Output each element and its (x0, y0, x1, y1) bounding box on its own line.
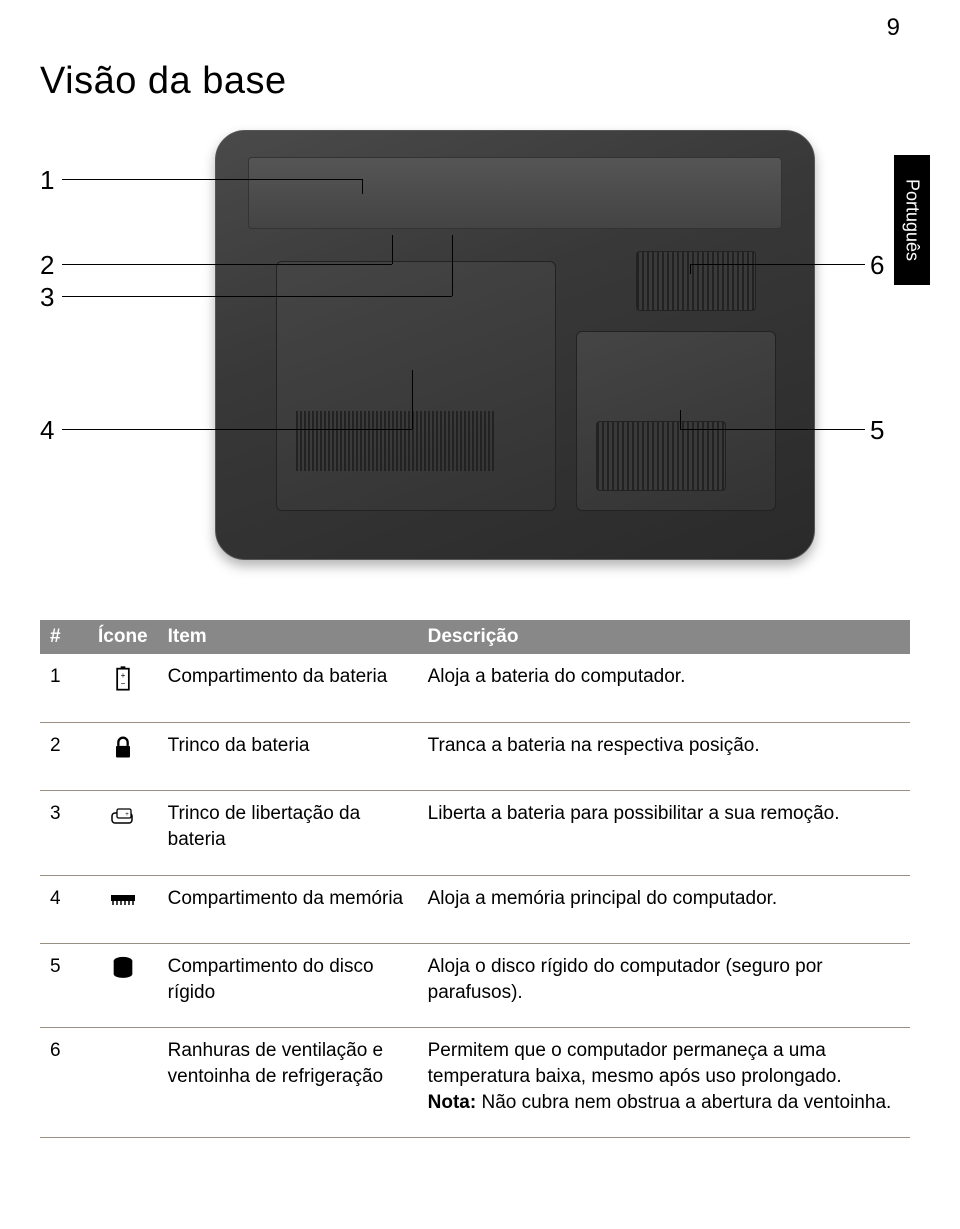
language-tab-label: Português (902, 179, 923, 261)
svg-text:−: − (120, 679, 125, 688)
cell-icon (88, 1028, 158, 1138)
callout-6: 6 (870, 250, 884, 281)
cell-icon (88, 722, 158, 791)
callout-line (62, 264, 392, 265)
cell-desc: Liberta a bateria para possibilitar a su… (418, 791, 910, 875)
note-label: Nota: (428, 1092, 477, 1113)
cell-desc: Aloja a bateria do computador. (418, 654, 910, 722)
callout-line (690, 264, 865, 265)
page-title: Visão da base (40, 60, 287, 103)
battery-icon: + − (109, 664, 137, 692)
cell-desc: Tranca a bateria na respectiva posição. (418, 722, 910, 791)
cell-num: 3 (40, 791, 88, 875)
cell-icon: + − (88, 654, 158, 722)
cell-icon (88, 875, 158, 944)
cell-num: 1 (40, 654, 88, 722)
th-desc: Descrição (418, 620, 910, 654)
th-num: # (40, 620, 88, 654)
vent-top-right (636, 251, 756, 311)
callout-line (62, 179, 362, 180)
callout-5: 5 (870, 415, 884, 446)
cell-desc: Permitem que o computador permaneça a um… (418, 1028, 910, 1138)
cell-num: 6 (40, 1028, 88, 1138)
table-row: 5 Compartimento do disco rígido Aloja o … (40, 944, 910, 1028)
callout-line (392, 235, 393, 264)
cell-num: 4 (40, 875, 88, 944)
callout-2: 2 (40, 250, 54, 281)
cell-item: Trinco de libertação da bateria (158, 791, 418, 875)
callout-line (680, 410, 681, 429)
callout-line (680, 429, 865, 430)
battery-compartment (248, 157, 782, 229)
table-row: 1 + − Compartimento da bateria Aloja a b… (40, 654, 910, 722)
callout-line (690, 264, 691, 274)
cell-item: Compartimento da memória (158, 875, 418, 944)
memory-icon (109, 886, 137, 914)
table-row: 6 Ranhuras de ventilação e ventoinha de … (40, 1028, 910, 1138)
cell-icon (88, 944, 158, 1028)
svg-text:+: + (125, 812, 129, 818)
lock-icon (109, 733, 137, 761)
vent-left (296, 411, 496, 471)
table-row: 3 + Trinco de libertação da bateria Libe… (40, 791, 910, 875)
cell-item: Ranhuras de ventilação e ventoinha de re… (158, 1028, 418, 1138)
callout-line (62, 296, 452, 297)
vent-bottom-right (596, 421, 726, 491)
th-item: Item (158, 620, 418, 654)
cell-item: Compartimento do disco rígido (158, 944, 418, 1028)
table-row: 4 Compartimento da memória Aloja a memór… (40, 875, 910, 944)
desc-text: Permitem que o computador permaneça a um… (428, 1040, 842, 1087)
parts-table: # Ícone Item Descrição 1 + − Compartimen… (40, 620, 910, 1138)
callout-4: 4 (40, 415, 54, 446)
cell-icon: + (88, 791, 158, 875)
laptop-body (215, 130, 815, 560)
hdd-icon (109, 954, 137, 982)
memory-door (276, 261, 556, 511)
cell-desc: Aloja o disco rígido do computador (segu… (418, 944, 910, 1028)
th-icon: Ícone (88, 620, 158, 654)
battery-release-icon: + (109, 801, 137, 829)
callout-line (62, 429, 412, 430)
cell-item: Trinco da bateria (158, 722, 418, 791)
cell-item: Compartimento da bateria (158, 654, 418, 722)
note-text: Não cubra nem obstrua a abertura da vent… (476, 1092, 891, 1113)
cell-desc: Aloja a memória principal do computador. (418, 875, 910, 944)
callout-line (452, 235, 453, 296)
page-number: 9 (887, 14, 900, 42)
table-row: 2 Trinco da bateria Tranca a bateria na … (40, 722, 910, 791)
callout-1: 1 (40, 165, 54, 196)
cell-num: 2 (40, 722, 88, 791)
cell-num: 5 (40, 944, 88, 1028)
laptop-base-figure: 1 2 3 4 5 6 (40, 120, 900, 590)
callout-3: 3 (40, 282, 54, 313)
callout-line (362, 179, 363, 194)
callout-line (412, 370, 413, 429)
